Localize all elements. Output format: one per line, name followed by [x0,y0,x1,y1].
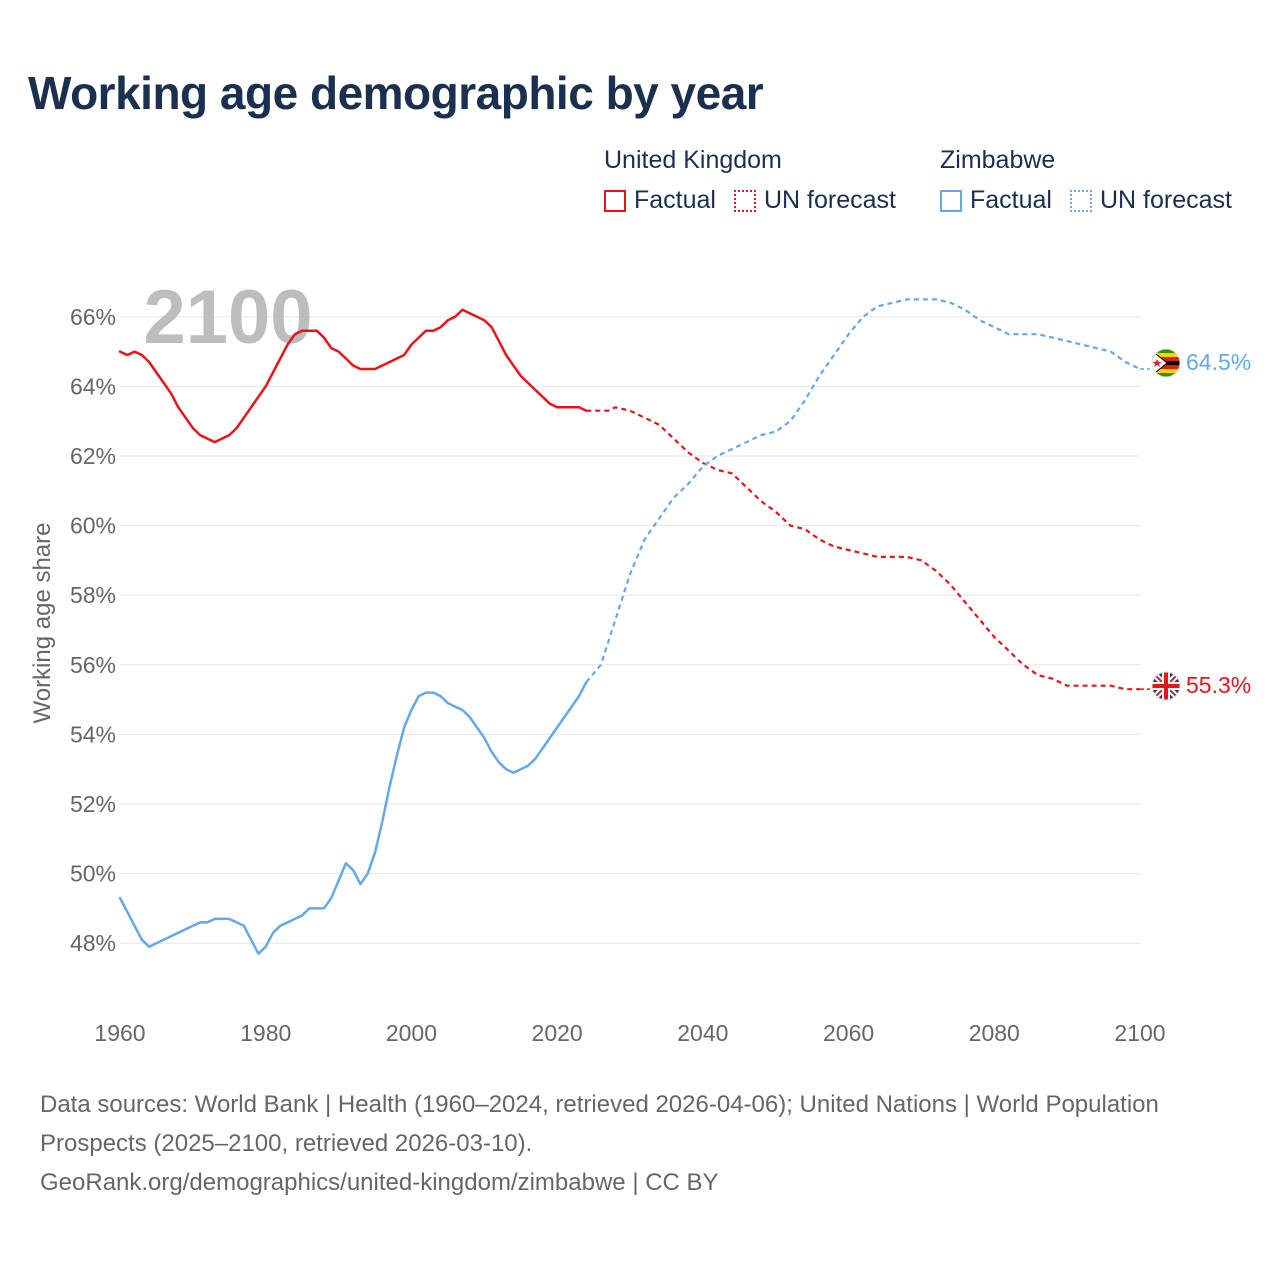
y-tick-label: 58% [70,582,116,608]
dotted-swatch-icon [733,189,756,212]
year-watermark: 2100 [143,275,312,360]
solid-swatch-icon [604,189,626,212]
series-lines [118,298,1150,955]
x-tick-label: 1960 [94,1020,145,1046]
x-tick-label: 2020 [532,1020,583,1046]
legend-country-name: United Kingdom [604,146,782,174]
x-tick-label: 2100 [1114,1020,1165,1046]
legend-item-label: Factual [634,186,716,214]
source-link[interactable]: GeoRank.org/demographics/united-kingdom/… [40,1169,719,1196]
solid-swatch-icon [940,189,962,212]
y-tick-label: 54% [70,721,116,747]
y-axis-ticks: 48% 50% 52% 54% 56% 58% 60% 62% 64% 66% [70,304,116,956]
zimbabwe-factual-line [118,680,588,955]
x-tick-label: 2060 [823,1020,874,1046]
legend-item-zimbabwe-factual[interactable]: Factual [940,186,1052,215]
y-tick-label: 50% [70,861,116,887]
united-kingdom-factual-line [118,308,588,444]
x-tick-label: 2000 [386,1020,437,1046]
y-tick-label: 60% [70,513,116,539]
uk-end-value-label: 55.3% [1186,672,1251,698]
x-tick-label: 2040 [677,1020,728,1046]
y-tick-label: 64% [70,373,116,399]
legend-group-united-kingdom: United Kingdom Factual UN forecast [604,144,896,215]
x-tick-label: 1980 [240,1020,291,1046]
y-tick-label: 52% [70,791,116,817]
y-tick-label: 62% [70,443,116,469]
y-axis-label: Working age share [29,523,56,724]
gridlines [120,316,1140,944]
united-kingdom-forecast-line [586,406,1140,691]
legend-item-zimbabwe-forecast[interactable]: UN forecast [1069,186,1232,215]
y-tick-label: 66% [70,304,116,330]
chart-title: Working age demographic by year [28,67,764,119]
chart-footer: Data sources: World Bank | Health (1960–… [40,1085,1240,1202]
legend-country-name: Zimbabwe [940,146,1056,174]
x-tick-label: 2080 [969,1020,1020,1046]
legend-item-label: UN forecast [763,186,896,214]
legend-item-label: Factual [970,186,1052,214]
data-sources-text: Data sources: World Bank | Health (1960–… [40,1091,1159,1157]
dotted-swatch-icon [1069,189,1092,212]
legend-item-uk-forecast[interactable]: UN forecast [733,186,896,215]
line-chart: 2100 48% 50% 52% 54% 56% 58% 60% 62% 64% 66% 1960… [29,275,1251,1046]
zimbabwe-flag-icon [1151,348,1181,378]
zimbabwe-end-value-label: 64.5% [1186,349,1251,375]
x-axis-ticks: 1960 1980 2000 2020 2040 2060 2080 2100 [94,1020,1165,1046]
y-tick-label: 48% [70,930,116,956]
legend-item-uk-factual[interactable]: Factual [604,186,716,215]
y-tick-label: 56% [70,652,116,678]
zimbabwe-forecast-line [585,298,1141,683]
legend-group-zimbabwe: Zimbabwe Factual UN forecast [940,144,1232,215]
uk-flag-icon [1151,671,1181,701]
legend-item-label: UN forecast [1099,186,1232,214]
